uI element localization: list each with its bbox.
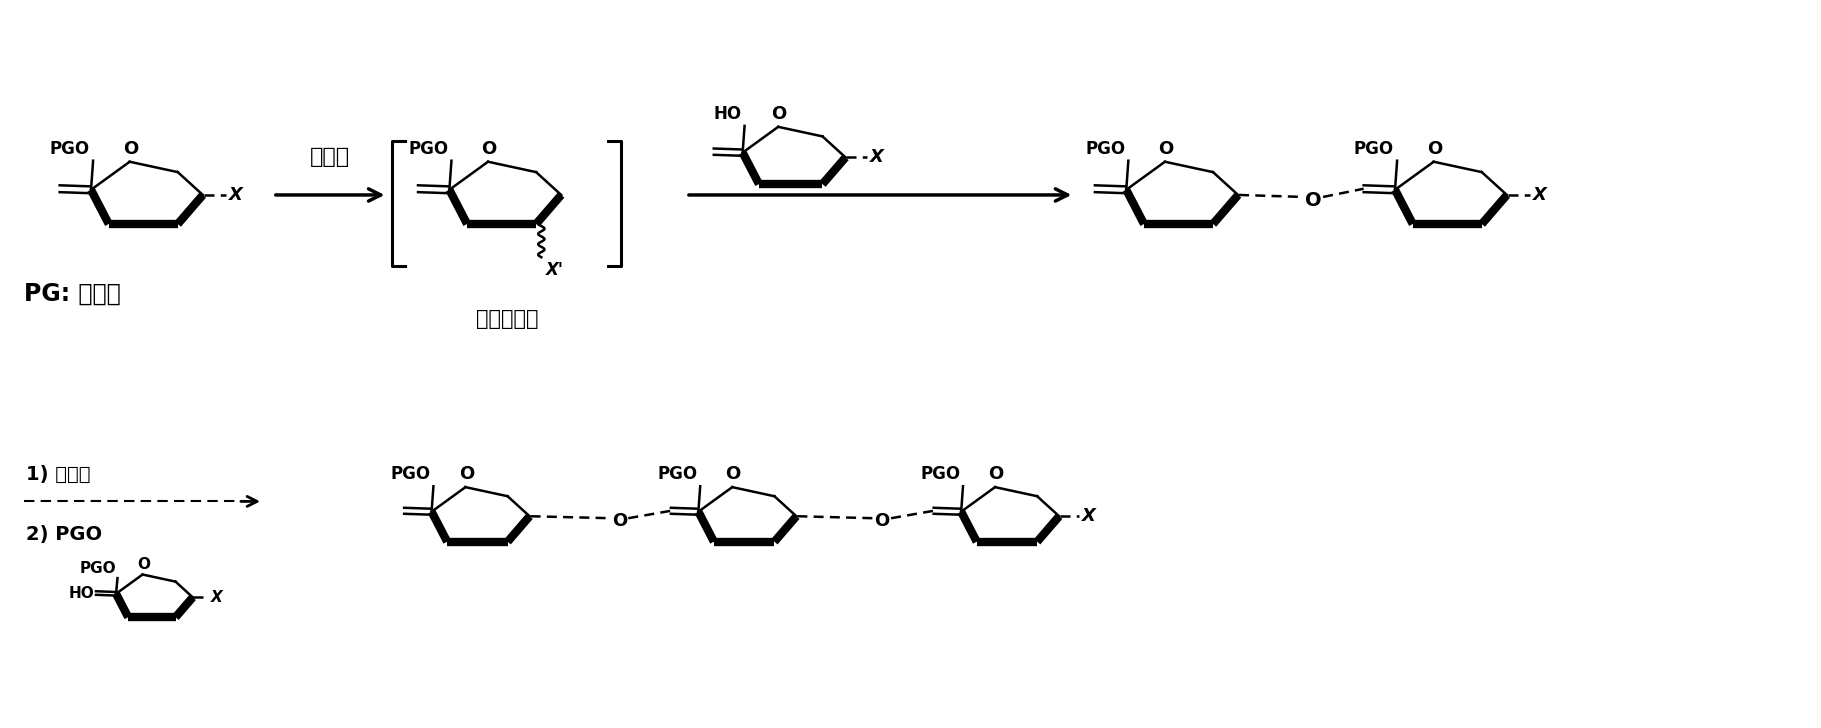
Text: PGO: PGO	[80, 561, 117, 576]
Text: X: X	[211, 590, 222, 605]
Text: O: O	[124, 140, 138, 157]
Text: X: X	[870, 149, 883, 167]
Text: 2) PGO: 2) PGO	[25, 525, 102, 544]
Text: PGO: PGO	[408, 140, 448, 157]
Text: PGO: PGO	[1085, 140, 1125, 157]
Text: O: O	[612, 513, 626, 530]
Text: PGO: PGO	[1353, 140, 1395, 157]
Text: O: O	[1158, 140, 1173, 157]
Text: X: X	[229, 186, 242, 204]
Text: PGO: PGO	[49, 140, 89, 157]
Text: 促进剂: 促进剂	[310, 147, 350, 167]
Text: O: O	[725, 465, 741, 483]
Text: 1) 促进剂: 1) 促进剂	[25, 465, 91, 484]
Text: O: O	[459, 465, 473, 483]
Text: 活性中间体: 活性中间体	[475, 309, 539, 328]
Text: HO: HO	[67, 585, 95, 601]
Text: PGO: PGO	[920, 465, 960, 483]
Text: O: O	[874, 513, 890, 530]
Text: HO: HO	[714, 105, 741, 123]
Text: X: X	[1082, 507, 1096, 525]
Text: O: O	[1428, 140, 1442, 157]
Text: O: O	[989, 465, 1003, 483]
Text: X': X'	[546, 261, 563, 280]
Text: PG: 保护基: PG: 保护基	[24, 282, 120, 306]
Text: O: O	[1306, 191, 1322, 210]
Text: O: O	[137, 557, 149, 571]
Text: O: O	[481, 140, 497, 157]
Text: O: O	[772, 105, 787, 123]
Text: PGO: PGO	[657, 465, 697, 483]
Text: PGO: PGO	[390, 465, 432, 483]
Text: X: X	[1533, 186, 1546, 204]
